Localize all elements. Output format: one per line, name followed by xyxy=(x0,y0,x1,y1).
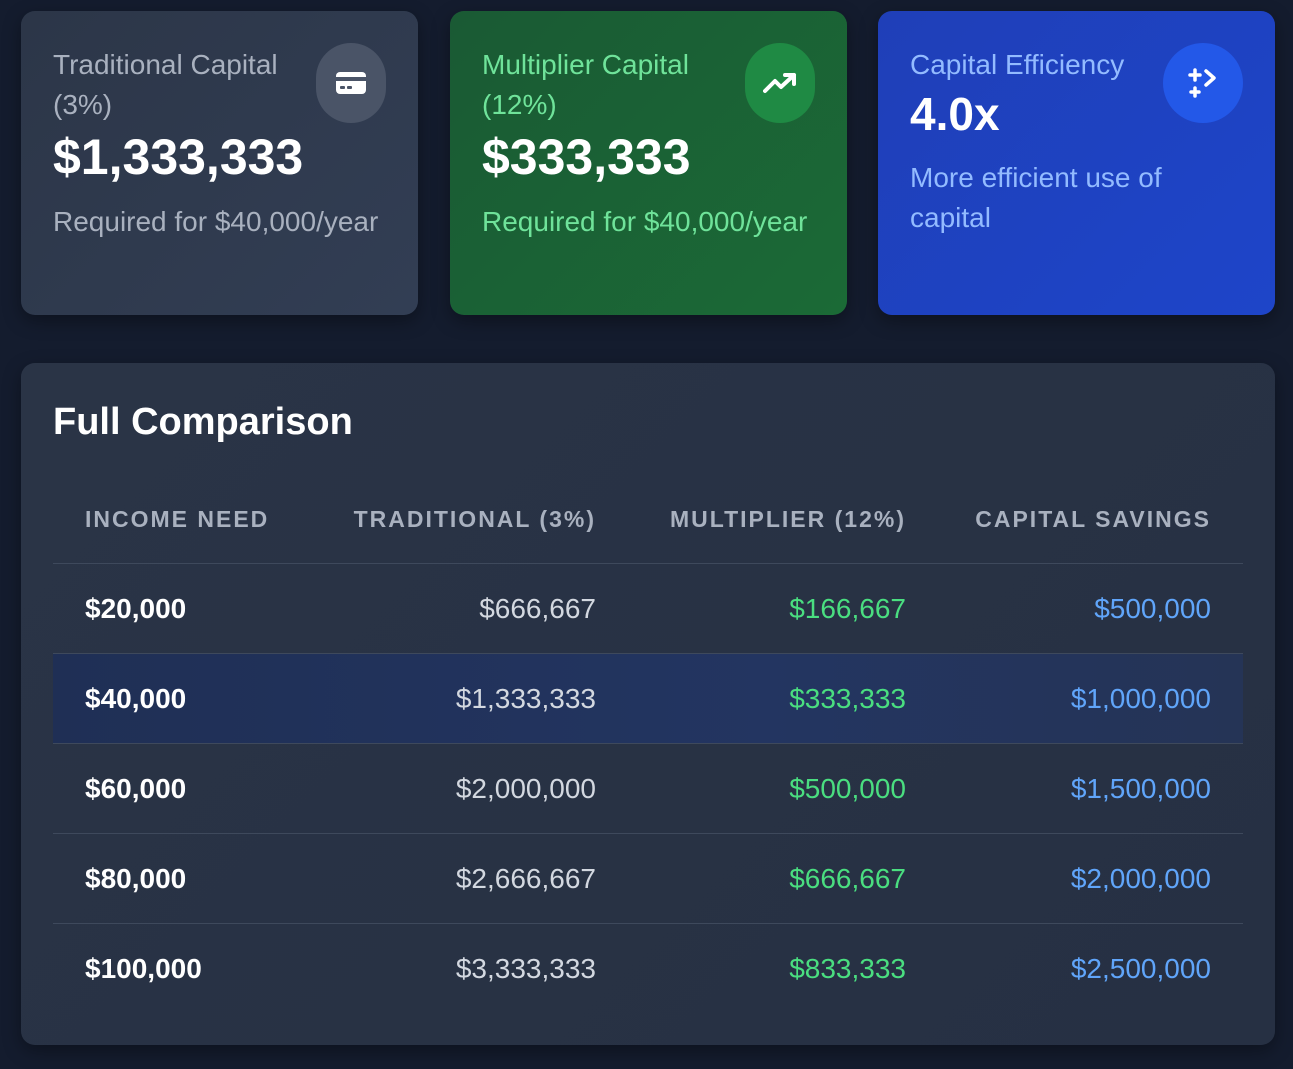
swap-arrows-icon xyxy=(1163,43,1243,123)
table-row-highlighted: $40,000 $1,333,333 $333,333 $1,000,000 xyxy=(53,654,1243,744)
traditional-cell: $2,666,667 xyxy=(455,862,596,894)
card-value: $1,333,333 xyxy=(53,129,304,185)
table-header: INCOME NEED TRADITIONAL (3%) MULTIPLIER … xyxy=(53,475,1243,564)
income-cell: $80,000 xyxy=(85,862,187,894)
multiplier-cell: $666,667 xyxy=(789,862,906,894)
capital-efficiency-card: Capital Efficiency 4.0x More efficient u… xyxy=(878,11,1275,315)
card-label: Multiplier Capital (12%) xyxy=(482,49,689,120)
panel-title: Full Comparison xyxy=(53,401,353,443)
column-header-capital-savings: CAPITAL SAVINGS xyxy=(975,505,1211,532)
column-header-income-need: INCOME NEED xyxy=(85,505,270,532)
column-header-traditional: TRADITIONAL (3%) xyxy=(353,505,596,532)
savings-cell: $2,500,000 xyxy=(1070,953,1211,984)
multiplier-capital-card: Multiplier Capital (12%) $333,333 Requir… xyxy=(450,11,847,315)
table-row: $100,000 $3,333,333 $833,333 $2,500,000 xyxy=(53,924,1243,1014)
multiplier-cell: $166,667 xyxy=(789,592,906,624)
card-value: 4.0x xyxy=(910,88,1000,140)
card-subtext: Required for $40,000/year xyxy=(482,206,808,237)
full-comparison-panel: Full Comparison INCOME NEED TRADITIONAL … xyxy=(21,363,1275,1045)
trending-up-icon xyxy=(745,43,815,123)
multiplier-cell: $333,333 xyxy=(789,682,906,714)
card-label: Traditional Capital (3%) xyxy=(53,49,278,120)
table-row: $60,000 $2,000,000 $500,000 $1,500,000 xyxy=(53,744,1243,834)
card-subtext: More efficient use of capital xyxy=(910,162,1162,233)
table-row: $20,000 $666,667 $166,667 $500,000 xyxy=(53,564,1243,654)
income-cell: $40,000 xyxy=(85,682,187,714)
card-label: Capital Efficiency xyxy=(910,49,1125,80)
traditional-cell: $666,667 xyxy=(479,592,596,624)
multiplier-cell: $833,333 xyxy=(789,953,906,984)
income-cell: $60,000 xyxy=(85,772,187,804)
traditional-cell: $1,333,333 xyxy=(455,682,596,714)
multiplier-cell: $500,000 xyxy=(789,772,906,804)
savings-cell: $1,500,000 xyxy=(1070,772,1211,804)
comparison-table: INCOME NEED TRADITIONAL (3%) MULTIPLIER … xyxy=(53,475,1243,1014)
card-value: $333,333 xyxy=(482,129,691,185)
savings-cell: $1,000,000 xyxy=(1070,682,1211,714)
traditional-cell: $2,000,000 xyxy=(455,772,596,804)
credit-card-icon xyxy=(316,43,386,123)
savings-cell: $500,000 xyxy=(1094,592,1211,624)
savings-cell: $2,000,000 xyxy=(1070,862,1211,894)
income-cell: $20,000 xyxy=(85,592,187,624)
traditional-cell: $3,333,333 xyxy=(455,953,596,984)
column-header-multiplier: MULTIPLIER (12%) xyxy=(669,505,906,532)
table-row: $80,000 $2,666,667 $666,667 $2,000,000 xyxy=(53,834,1243,924)
traditional-capital-card: Traditional Capital (3%) $1,333,333 Requ… xyxy=(21,11,418,315)
income-cell: $100,000 xyxy=(85,953,202,984)
card-subtext: Required for $40,000/year xyxy=(53,206,379,237)
